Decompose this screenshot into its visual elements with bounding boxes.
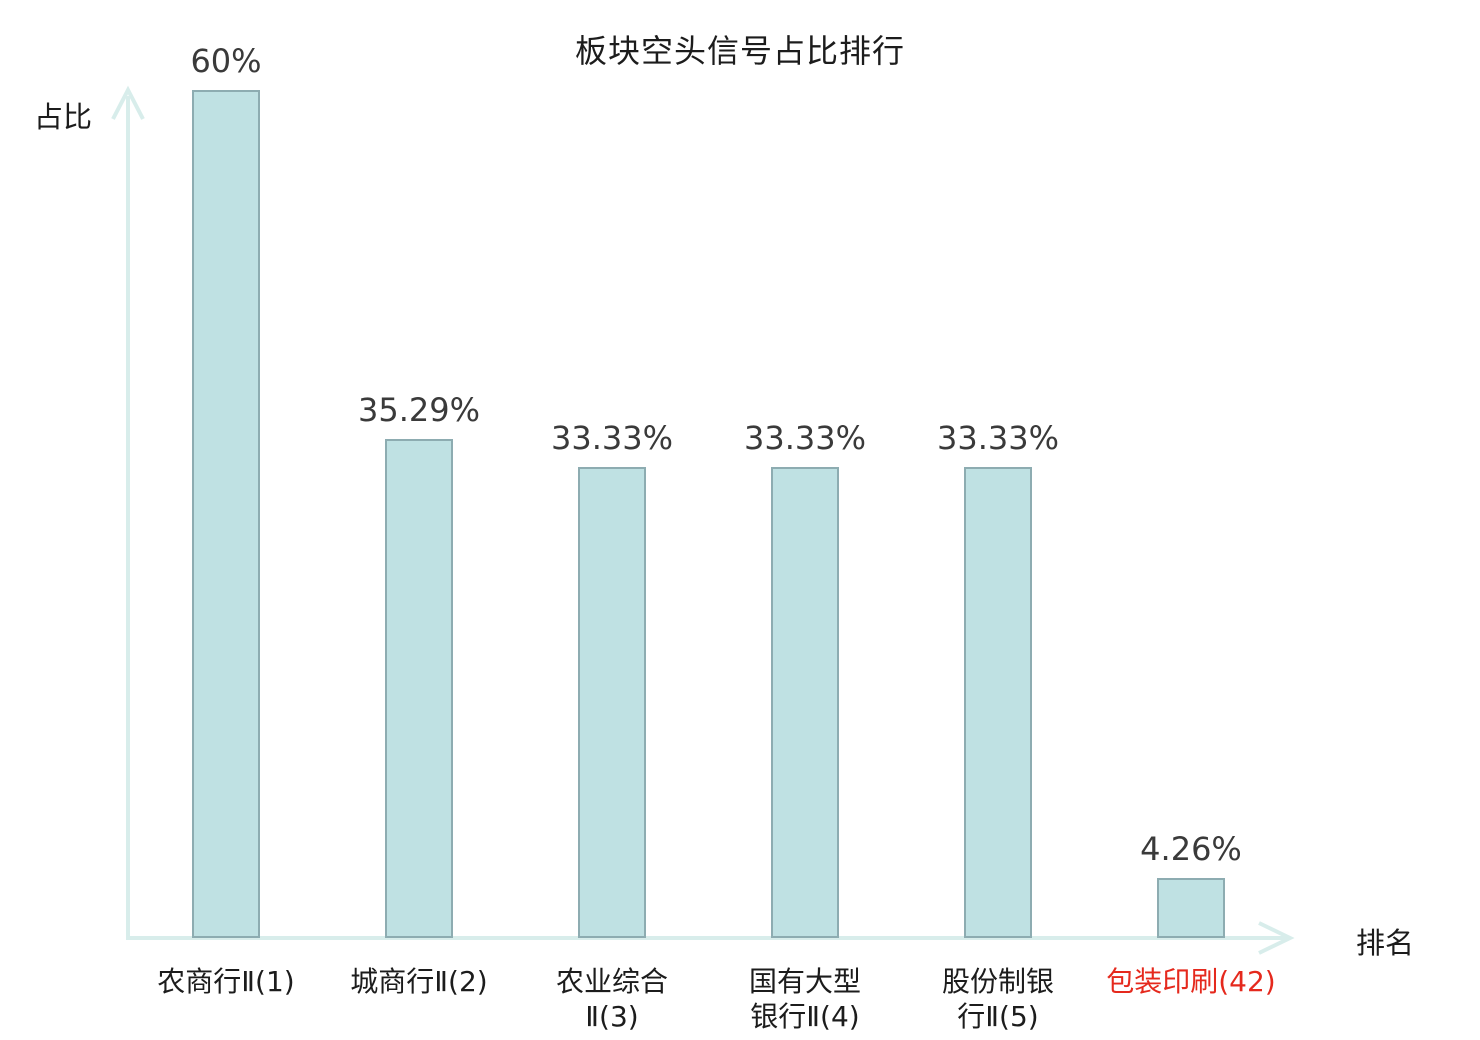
category-label: 农业综合 Ⅱ(3) (555, 965, 668, 1033)
bar-value-label: 4.26% (1140, 830, 1242, 868)
bar (1157, 878, 1225, 938)
category-label-highlighted: 包装印刷(42) (1106, 965, 1276, 998)
category-label: 农商行Ⅱ(1) (157, 965, 295, 998)
chart-title: 板块空头信号占比排行 (574, 32, 905, 70)
x-axis-label: 排名 (1356, 926, 1415, 960)
bar (964, 467, 1032, 938)
y-axis-label: 占比 (34, 100, 93, 134)
bar (192, 90, 260, 938)
category-label: 国有大型 银行Ⅱ(4) (748, 965, 861, 1033)
bar-value-label: 60% (190, 42, 262, 80)
bar (578, 467, 646, 938)
bar (385, 439, 453, 938)
x-axis-arrow-icon (1258, 921, 1295, 955)
bar-value-label: 33.33% (936, 419, 1059, 457)
bar-value-label: 33.33% (550, 419, 673, 457)
bar-value-label: 35.29% (357, 391, 480, 429)
bar-value-label: 33.33% (743, 419, 866, 457)
bar (771, 467, 839, 938)
category-label: 城商行Ⅱ(2) (350, 965, 488, 998)
category-label: 股份制银 行Ⅱ(5) (941, 965, 1054, 1033)
y-axis-arrow-icon (111, 85, 145, 120)
